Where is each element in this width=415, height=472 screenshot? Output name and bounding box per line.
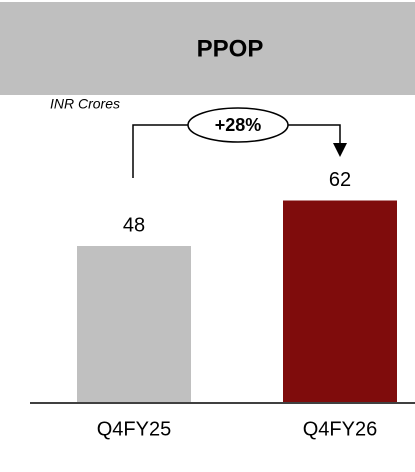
data-label: 62: [329, 169, 351, 191]
x-tick-label: Q4FY25: [97, 418, 171, 440]
x-tick-label: Q4FY26: [303, 418, 377, 440]
header-band: [0, 2, 415, 95]
bar: [77, 246, 191, 402]
bracket-left: [132, 124, 188, 178]
arrow-head: [333, 143, 347, 157]
data-label: 48: [123, 214, 145, 236]
bar: [283, 200, 397, 402]
chart-subtitle: INR Crores: [50, 96, 120, 112]
annotation: +28%: [215, 115, 262, 135]
bracket-right: [288, 124, 341, 145]
annotation-ellipse: [187, 107, 289, 143]
chart-title: PPOP: [197, 35, 264, 62]
